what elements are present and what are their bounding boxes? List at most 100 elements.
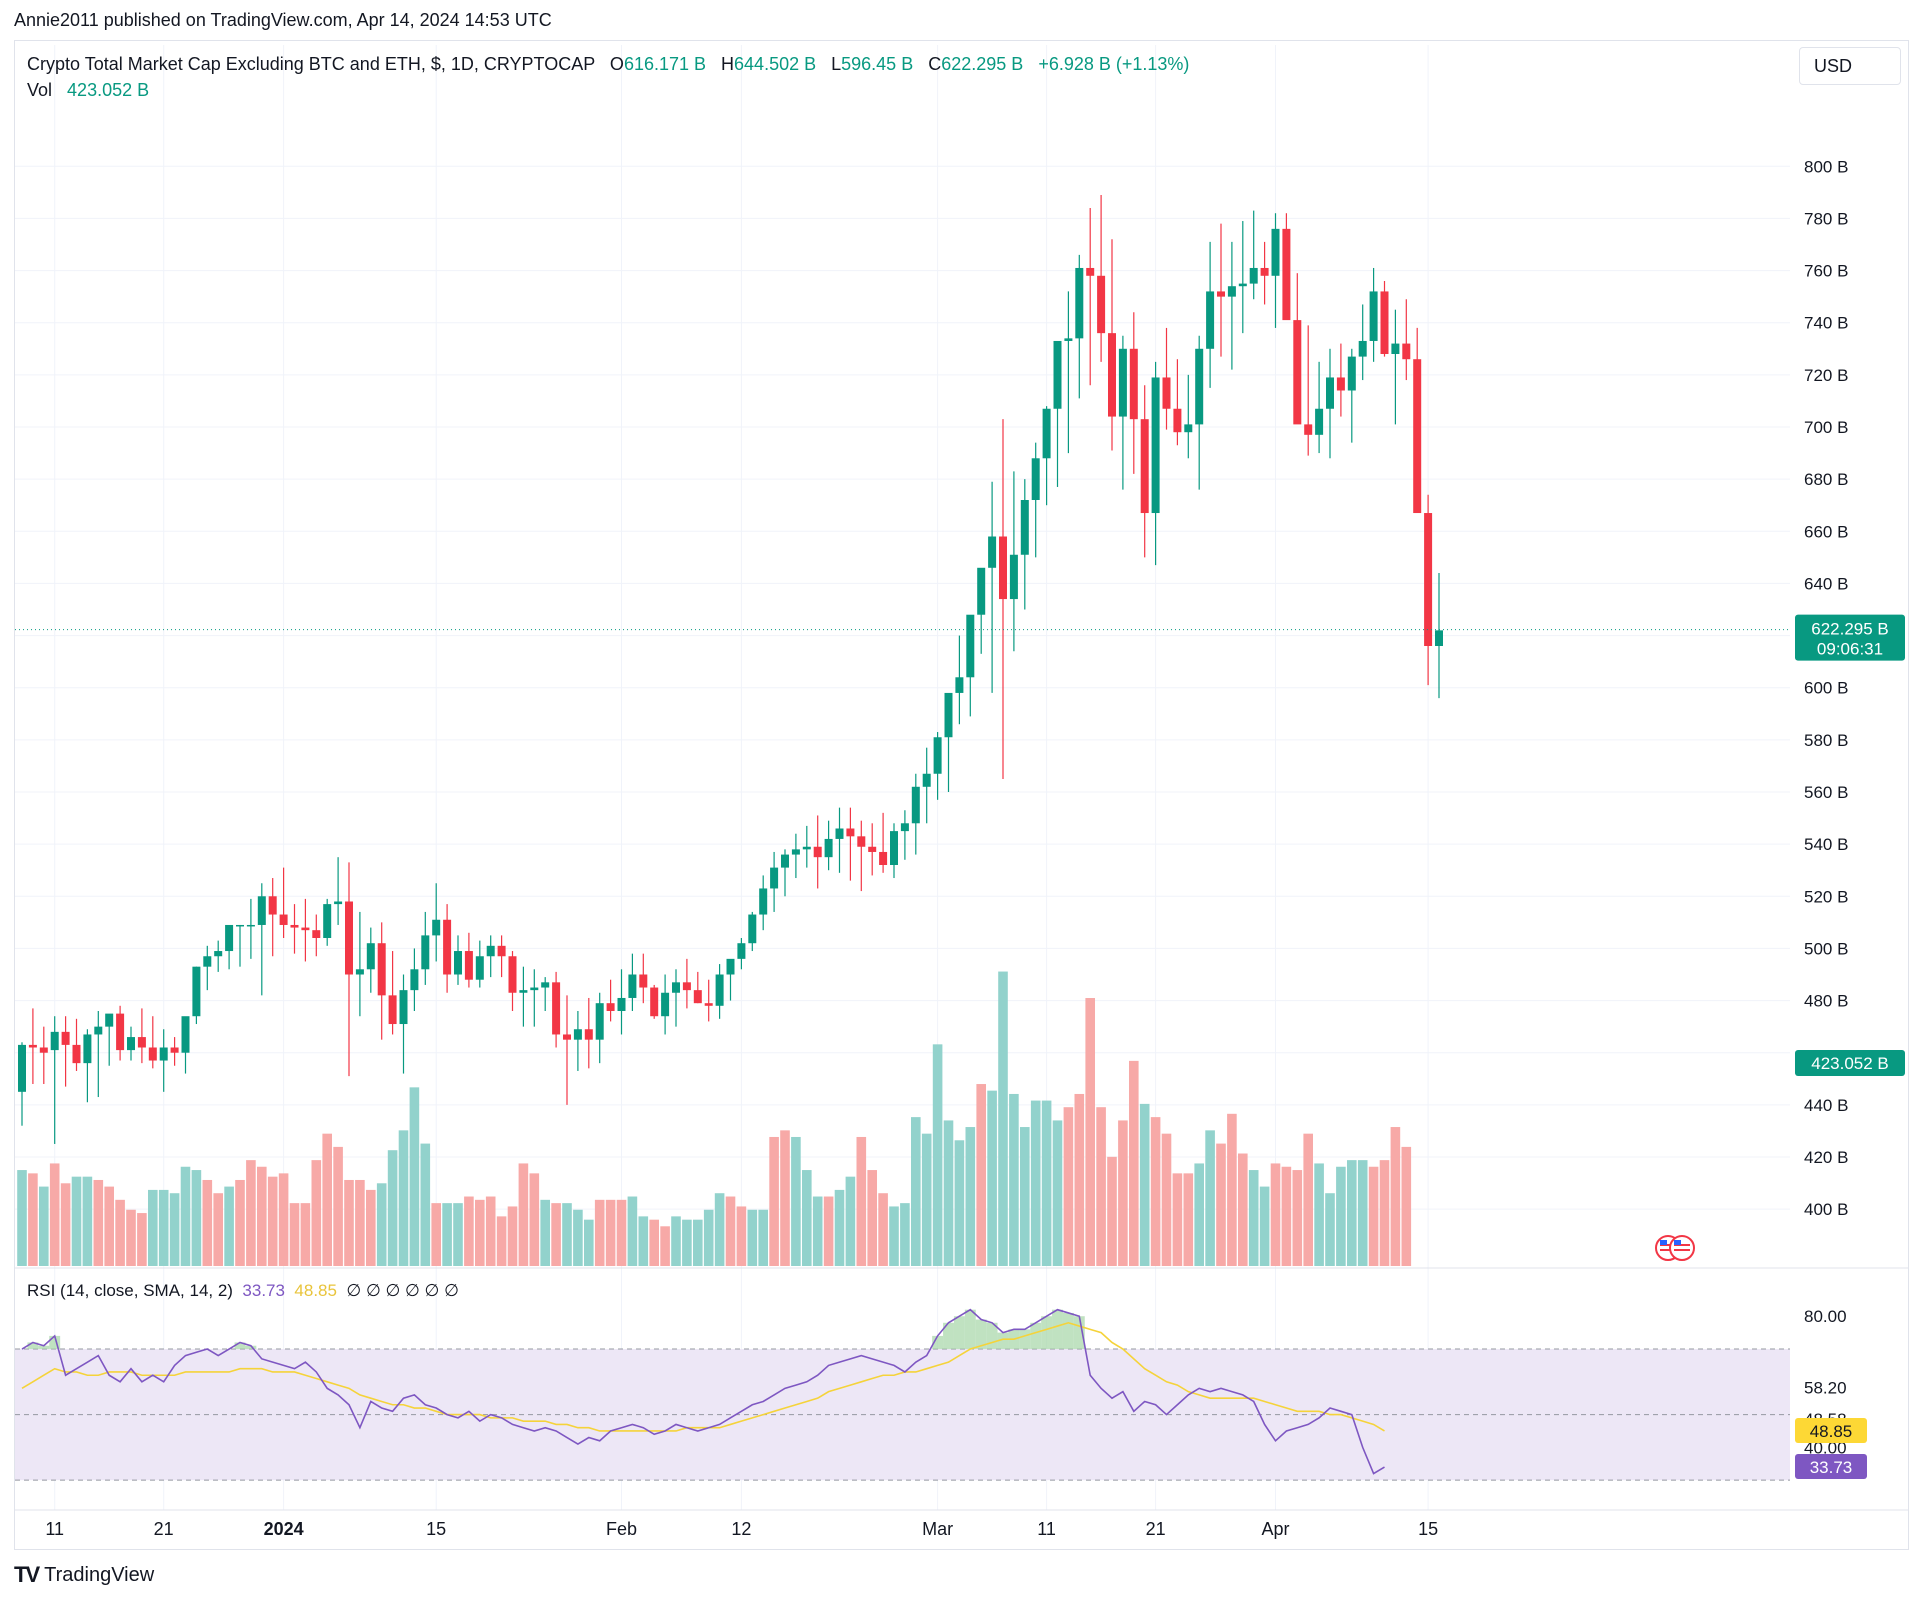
rsi-line [21, 1308, 1385, 1475]
candle-body [857, 836, 866, 847]
volume-bar [1325, 1193, 1335, 1266]
volume-bar [257, 1166, 267, 1266]
volume-bar [682, 1219, 692, 1266]
candle-body [268, 896, 277, 915]
candle-body [944, 692, 953, 738]
candle-body [94, 1026, 103, 1035]
candle-body [1053, 340, 1062, 409]
rsi-axis-label: 58.20 [1804, 1379, 1847, 1398]
candle-body [83, 1034, 92, 1064]
candle-body [1435, 630, 1443, 646]
volume-bar [671, 1216, 681, 1266]
volume-bar [845, 1176, 856, 1266]
rsi-overbought-fill [964, 1309, 976, 1350]
volume-bar [464, 1196, 474, 1266]
price-axis-label: 600 B [1804, 679, 1848, 698]
volume-legend: Vol 423.052 B [27, 80, 149, 101]
candle-body [432, 919, 441, 936]
rsi-axis-label: 80.00 [1804, 1307, 1847, 1326]
open-label: O [609, 54, 624, 74]
volume-bar [17, 1170, 27, 1266]
volume-bar [551, 1203, 561, 1266]
volume-bar [485, 1196, 496, 1266]
candle-body [486, 945, 495, 957]
volume-bar [1194, 1163, 1204, 1266]
currency-selector[interactable]: USD [1799, 47, 1901, 85]
volume-bar [1248, 1170, 1259, 1266]
candle-body [835, 828, 844, 839]
candle-body [770, 867, 779, 889]
time-axis-label: 2024 [264, 1519, 304, 1539]
rsi-overbought-fill [1041, 1316, 1053, 1350]
volume-bar [1270, 1163, 1281, 1266]
volume-bar [1074, 1093, 1085, 1266]
volume-bar [1347, 1160, 1357, 1266]
flag-stripe [1674, 1249, 1690, 1251]
price-axis-label: 800 B [1804, 157, 1848, 176]
candle-body [900, 823, 909, 832]
candle-body [617, 997, 626, 1011]
volume-bar [1303, 1133, 1313, 1266]
flag-stripe [1660, 1249, 1676, 1251]
volume-bar [1368, 1166, 1379, 1266]
volume-bar [1259, 1186, 1270, 1266]
volume-bar [1030, 1100, 1041, 1266]
volume-bar [889, 1206, 899, 1266]
volume-badge [1795, 1050, 1905, 1076]
volume-bar [562, 1203, 572, 1266]
volume-bar [1357, 1160, 1368, 1266]
candle-body [1075, 267, 1084, 339]
candle-body [1369, 291, 1378, 341]
candle-body [661, 992, 670, 1017]
candle-body [682, 982, 691, 991]
change-value: +6.928 B (+1.13%) [1038, 54, 1190, 74]
volume-bar [1227, 1113, 1237, 1266]
candle-body [464, 951, 473, 980]
volume-bar [1107, 1156, 1117, 1266]
candle-body [966, 614, 975, 678]
candle-body [693, 990, 702, 1004]
volume-bar [1401, 1146, 1412, 1266]
rsi-legend: RSI (14, close, SMA, 14, 2) 33.73 48.85 … [27, 1281, 459, 1301]
candle-body [1413, 359, 1422, 514]
volume-value: 423.052 B [67, 80, 150, 100]
candle-body [137, 1037, 146, 1048]
rsi-axis-label: 40.00 [1804, 1438, 1847, 1457]
volume-bar [246, 1160, 256, 1266]
candle-body [573, 1029, 582, 1040]
price-axis-label: 500 B [1804, 939, 1848, 958]
candle-body [355, 969, 364, 975]
volume-bar [758, 1209, 768, 1266]
candle-body [628, 974, 637, 998]
volume-bar [180, 1166, 191, 1266]
rsi-badge-value: 33.73 [1810, 1458, 1853, 1477]
price-axis-label: 780 B [1804, 209, 1848, 228]
price-axis-label: 720 B [1804, 366, 1848, 385]
candle-body [933, 737, 942, 774]
volume-label[interactable]: Vol [27, 80, 53, 100]
volume-bar [398, 1130, 409, 1266]
candle-body [988, 536, 997, 568]
volume-bar [191, 1170, 202, 1266]
price-axis-label: 740 B [1804, 314, 1848, 333]
symbol-title[interactable]: Crypto Total Market Cap Excluding BTC an… [27, 54, 595, 74]
volume-bar [289, 1203, 300, 1266]
volume-bar [104, 1186, 114, 1266]
volume-bar [93, 1179, 104, 1266]
candle-body [1206, 291, 1215, 349]
candle-body [1238, 283, 1247, 287]
volume-bar [322, 1133, 332, 1266]
volume-bar [431, 1203, 441, 1266]
candle-body [1271, 228, 1280, 276]
volume-bar [638, 1216, 649, 1266]
high-value: 644.502 B [734, 54, 817, 74]
candle-body [366, 943, 375, 970]
volume-bar [137, 1213, 147, 1266]
rsi-label[interactable]: RSI (14, close, SMA, 14, 2) [27, 1281, 233, 1300]
volume-bar [169, 1193, 180, 1266]
rsi-overbought-fill [27, 1342, 39, 1350]
candle-body [236, 924, 244, 927]
brand-name: TradingView [44, 1563, 155, 1586]
volume-bar [82, 1176, 93, 1266]
